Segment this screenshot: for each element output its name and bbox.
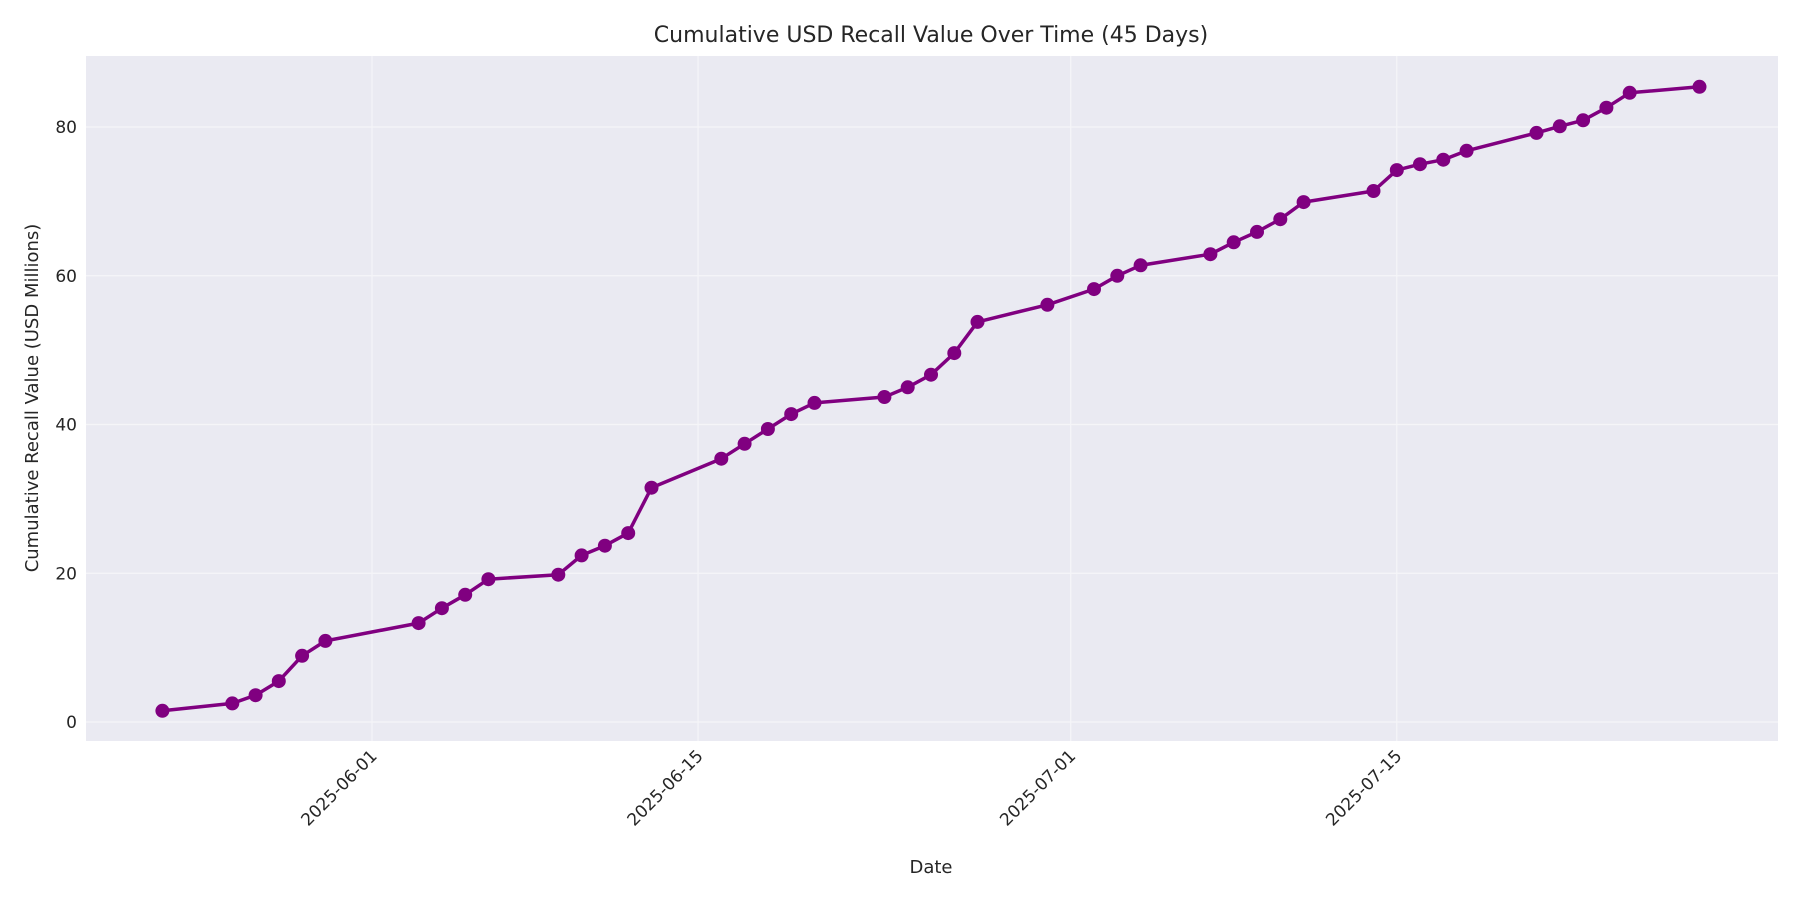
data-point	[1110, 268, 1125, 283]
data-point	[737, 436, 752, 451]
y-tick-label: 40	[55, 416, 77, 436]
data-point	[1226, 235, 1241, 250]
data-point	[1366, 184, 1381, 198]
data-point	[1296, 195, 1311, 210]
data-point	[1413, 157, 1427, 172]
data-point	[1087, 282, 1101, 297]
x-tick-label: 2025-06-01	[298, 746, 382, 830]
data-point	[1622, 85, 1637, 100]
data-point	[597, 538, 612, 553]
y-tick-label: 0	[66, 713, 77, 733]
chart-title: Cumulative USD Recall Value Over Time (4…	[654, 23, 1208, 48]
data-point	[1576, 113, 1591, 128]
data-point	[760, 422, 775, 436]
data-point	[1552, 119, 1567, 134]
x-axis-label: Date	[909, 857, 952, 878]
data-point	[1436, 152, 1451, 167]
data-point	[434, 601, 449, 616]
y-axis-label: Cumulative Recall Value (USD Millions)	[22, 224, 43, 573]
data-point	[411, 616, 426, 631]
x-axis-ticks: 2025-06-01 2025-06-15 2025-07-01 2025-07-15	[298, 746, 1407, 830]
y-axis-ticks: 0 20 40 60 80	[55, 118, 77, 733]
data-point	[318, 633, 333, 648]
x-tick-label: 2025-07-15	[1322, 746, 1406, 830]
data-point	[1529, 125, 1544, 140]
x-tick-label: 2025-07-01	[996, 746, 1080, 830]
data-point	[900, 380, 915, 395]
data-point	[924, 367, 938, 382]
data-point	[714, 451, 729, 466]
data-point	[458, 587, 473, 602]
y-tick-label: 80	[55, 118, 77, 138]
data-point	[1273, 212, 1288, 227]
data-point	[1133, 258, 1148, 273]
data-point	[225, 696, 240, 711]
data-point	[970, 314, 985, 329]
y-tick-label: 60	[55, 267, 77, 287]
data-point	[784, 407, 799, 422]
data-point	[1459, 143, 1474, 158]
data-point	[947, 346, 962, 361]
data-point	[877, 390, 892, 404]
data-point	[807, 395, 822, 410]
data-point	[1250, 224, 1264, 239]
y-tick-label: 20	[55, 564, 77, 584]
data-point	[481, 572, 496, 587]
data-point	[1203, 247, 1218, 262]
data-point	[1040, 297, 1055, 312]
data-point	[1389, 163, 1404, 178]
plot-area	[86, 56, 1778, 741]
data-point	[621, 526, 636, 541]
data-point	[248, 688, 263, 703]
data-point	[574, 548, 589, 563]
x-tick-label: 2025-06-15	[624, 746, 708, 830]
data-point-markers	[155, 79, 1707, 718]
data-point	[155, 703, 170, 718]
data-point	[644, 480, 659, 495]
data-point	[295, 648, 310, 663]
data-point	[271, 674, 286, 689]
data-point	[1599, 100, 1614, 115]
data-point	[1692, 79, 1707, 94]
data-point	[551, 567, 566, 582]
